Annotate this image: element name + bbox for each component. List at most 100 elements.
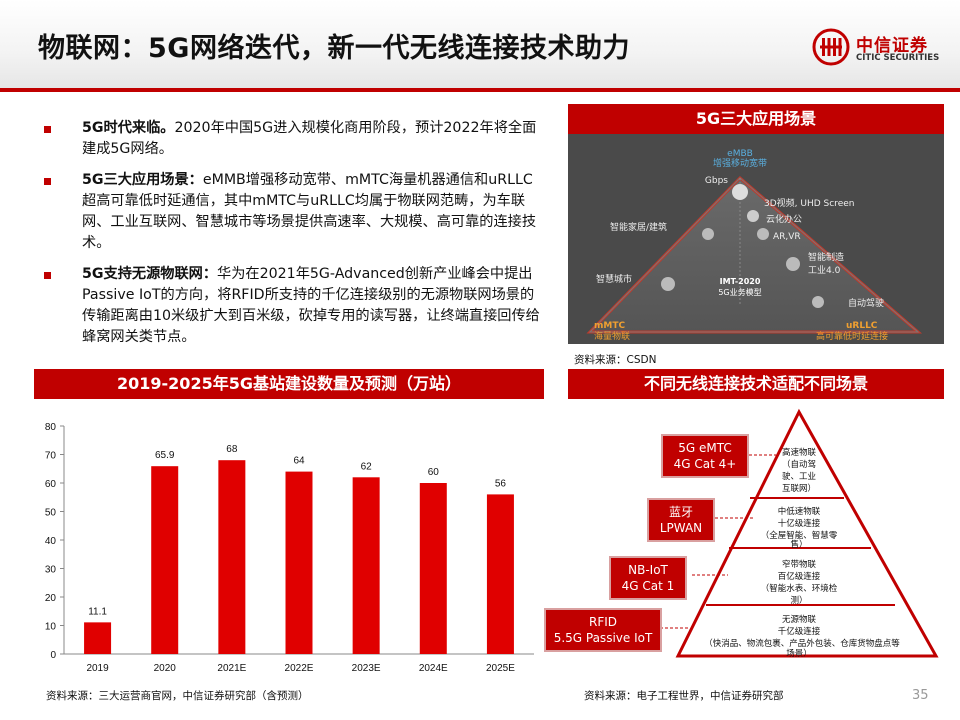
gbps-device-icon [732, 184, 748, 200]
bar-chart-svg: 0 10 20 30 40 50 60 70 80 11.1 2019 65.9 2020 68 2021E… [45, 422, 534, 674]
bullet-text: 2020年中国5G进入规模化商用阶段，预计2022年将全面建成5G网络。 [82, 120, 537, 157]
bar-chart-source: 资料来源：三大运营商官网，中信证券研究部（含预测） [46, 690, 309, 702]
bullet-square-icon [44, 178, 51, 185]
bar-value-label: 64 [293, 456, 305, 467]
bar-2024E [419, 483, 447, 654]
bar-value-label: 68 [226, 444, 238, 455]
y-tick-label: 50 [45, 508, 57, 519]
bar-value-label: 56 [495, 478, 507, 489]
tag-line1: RFID [588, 615, 618, 629]
manufacturing-label: 智能制造 [808, 251, 844, 263]
industry-label: 工业4.0 [808, 265, 841, 276]
tag-line2: LPWAN [659, 521, 703, 535]
x-tick-label: 2022E [285, 663, 314, 674]
office-label: 云化办公 [766, 213, 802, 225]
arvr-label: AR,VR [773, 232, 801, 242]
scenarios-diagram: eMBB 增强移动宽带 Gbps 3D视频, UHD Screen 云化办公 A… [568, 134, 944, 344]
bullet-heading: 5G三大应用场景： [82, 172, 203, 188]
tag-line1: 蓝牙 [668, 505, 693, 519]
bullet-item: 5G时代来临。2020年中国5G进入规模化商用阶段，预计2022年将全面建成5G… [42, 118, 542, 160]
page-number: 35 [912, 688, 929, 703]
y-tick-label: 70 [45, 451, 57, 462]
bar-chart: 0 10 20 30 40 50 60 70 80 11.1 2019 65.9 2020 68 2021E… [34, 416, 544, 680]
pyramid-panel-title: 不同无线连接技术适配不同场景 [568, 369, 944, 399]
scenarios-source: 资料来源：CSDN [574, 354, 657, 366]
car-icon [812, 296, 824, 308]
pyramid-svg: 高速物联 （自动驾 驶、工业 互联网） 中低速物联 十亿级连接 （全屋智能、智慧… [660, 408, 939, 659]
bar-value-label: 65.9 [155, 450, 175, 461]
page-title: 物联网：5G网络迭代，新一代无线连接技术助力 [38, 33, 630, 64]
home-label: 智能家居/建筑 [610, 221, 667, 233]
bar-value-label: 60 [428, 467, 440, 478]
citic-logo-icon [812, 28, 850, 66]
bar-2021E [218, 460, 246, 654]
layer2-line4: 售） [790, 539, 807, 550]
video-icon [747, 210, 759, 222]
manufacturing-icon [786, 257, 800, 271]
layer1-line3: 驶、工业 [782, 471, 816, 482]
tag-line1: 5G eMTC [678, 441, 732, 455]
x-tick-label: 2023E [352, 663, 381, 674]
tag-bluetooth: 蓝牙 LPWAN [647, 498, 715, 542]
city-icon [661, 277, 675, 291]
mmtc-sub-label: 海量物联 [594, 330, 630, 342]
y-tick-label: 10 [45, 622, 57, 633]
bar-2022E [285, 471, 313, 654]
bar-2019 [84, 622, 112, 654]
gbps-label: Gbps [705, 176, 728, 186]
bar-2023E [352, 477, 380, 654]
layer4-line1: 无源物联 [782, 614, 817, 625]
bar-chart-title: 2019-2025年5G基站建设数量及预测（万站） [34, 369, 544, 399]
x-tick-label: 2020 [154, 663, 177, 674]
layer1-line1: 高速物联 [782, 447, 817, 458]
citic-logo: 中信证券 CITIC SECURITIES [812, 28, 952, 70]
x-tick-label: 2025E [486, 663, 515, 674]
urllc-label: uRLLC [846, 321, 878, 331]
bullet-item: 5G三大应用场景：eMMB增强移动宽带、mMTC海量机器通信和uRLLC超高可靠… [42, 170, 542, 254]
y-tick-label: 60 [45, 479, 57, 490]
tag-rfid: RFID 5.5G Passive IoT [544, 608, 662, 652]
bullet-text: 华为在2021年5G-Advanced创新产业峰会中提出Passive IoT的… [82, 266, 540, 345]
bullet-square-icon [44, 272, 51, 279]
scenarios-triangle-diagram: eMBB 增强移动宽带 Gbps 3D视频, UHD Screen 云化办公 A… [586, 149, 923, 342]
home-icon [702, 228, 714, 240]
tag-line2: 4G Cat 1 [621, 579, 675, 593]
layer3-line1: 窄带物联 [782, 559, 817, 570]
y-tick-label: 0 [50, 650, 56, 661]
pyramid-outline [675, 408, 939, 658]
layer1-line2: （自动驾 [782, 459, 816, 470]
tag-nb-iot: NB-IoT 4G Cat 1 [609, 556, 687, 600]
imt-sub-label: 5G业务模型 [718, 287, 761, 297]
bullet-item: 5G支持无源物联网：华为在2021年5G-Advanced创新产业峰会中提出Pa… [42, 264, 542, 348]
layer2-line1: 中低速物联 [778, 506, 821, 517]
city-label: 智慧城市 [596, 273, 632, 285]
mmtc-label: mMTC [594, 321, 625, 331]
bar-2020 [151, 466, 179, 654]
layer3-line4: 测） [790, 595, 807, 606]
y-tick-label: 30 [45, 565, 57, 576]
layer3-line2: 百亿级连接 [778, 571, 821, 582]
tag-line2: 5.5G Passive IoT [553, 631, 653, 645]
layer4-line4: 场景） [786, 648, 812, 659]
embb-sub-label: 增强移动宽带 [713, 157, 767, 169]
autodrive-label: 自动驾驶 [848, 297, 884, 309]
bullet-list: 5G时代来临。2020年中国5G进入规模化商用阶段，预计2022年将全面建成5G… [42, 118, 542, 358]
tag-line2: 4G Cat 4+ [673, 457, 737, 471]
video-label: 3D视频, UHD Screen [764, 197, 854, 209]
bullet-heading: 5G时代来临。 [82, 120, 175, 136]
layer1-line4: 互联网） [782, 483, 816, 494]
bar-value-label: 11.1 [88, 606, 107, 617]
layer2-line2: 十亿级连接 [778, 518, 821, 529]
y-tick-label: 80 [45, 422, 57, 433]
x-tick-label: 2021E [217, 663, 246, 674]
bullet-square-icon [44, 126, 51, 133]
logo-text-cn: 中信证券 [856, 36, 928, 56]
y-tick-label: 40 [45, 536, 57, 547]
imt-label: IMT-2020 [720, 277, 761, 286]
x-tick-label: 2019 [86, 663, 109, 674]
bullet-text: eMMB增强移动宽带、mMTC海量机器通信和uRLLC超高可靠低时延通信，其中m… [82, 172, 537, 251]
layer3-line3: （智能水表、环境检 [761, 583, 838, 594]
tag-5g-emtc: 5G eMTC 4G Cat 4+ [661, 434, 749, 478]
layer4-line3: （快消品、物流包裹、产品外包装、仓库货物盘点等 [704, 638, 900, 649]
bar-value-label: 62 [361, 461, 373, 472]
